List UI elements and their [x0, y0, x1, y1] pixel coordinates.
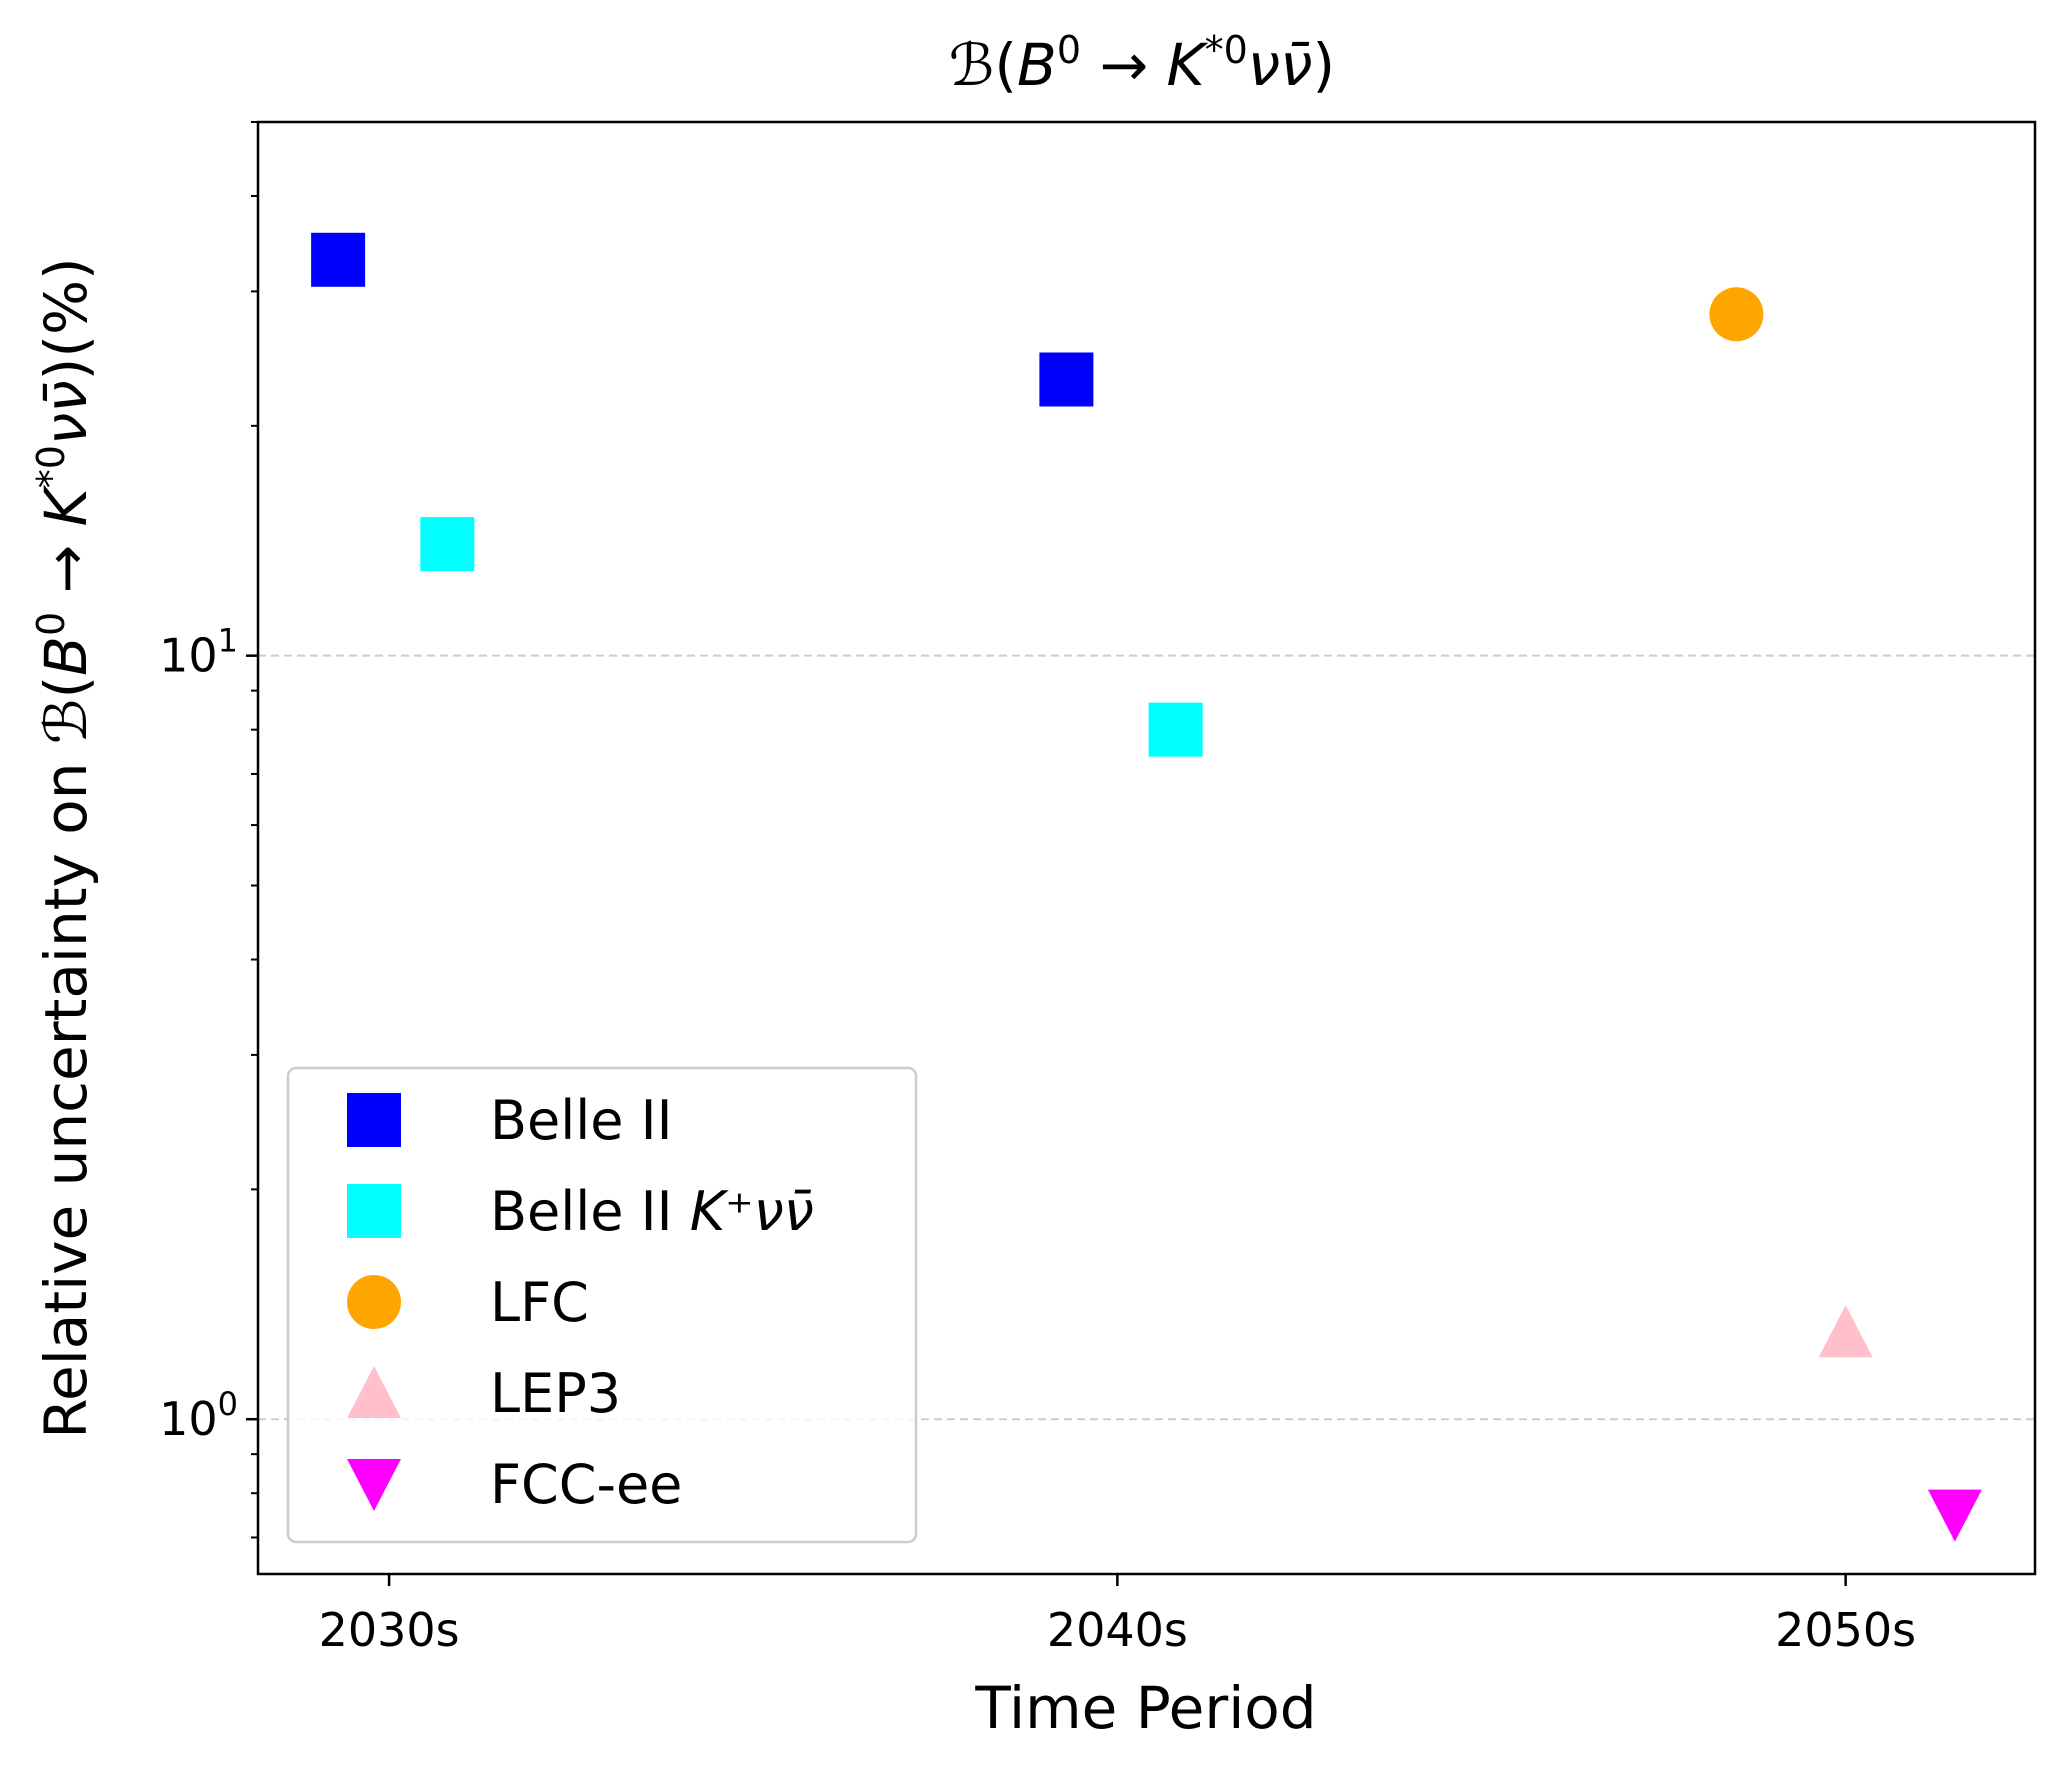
- legend-box: [286, 1066, 918, 1544]
- y-axis-label: Relative uncertainty on ℬ(B0 → K*0νν̄)(%…: [29, 257, 100, 1438]
- data-points: [311, 232, 1982, 1542]
- data-point-series1-0: [420, 517, 475, 572]
- x-axis-label: Time Period: [974, 1674, 1316, 1742]
- y-tick-label-1: 101: [159, 622, 238, 683]
- x-axis-ticks: 2030s 2040s 2050s: [319, 1574, 1916, 1657]
- data-point-series0-1: [1039, 352, 1094, 407]
- chart-title: ℬ(B0 → K*0νν̄): [949, 28, 1335, 99]
- y-axis-ticks: 100 101: [159, 121, 258, 1539]
- legend-marker-0: [347, 1093, 401, 1147]
- legend-marker-3: [347, 1366, 401, 1418]
- x-tick-label-2: 2050s: [1775, 1603, 1916, 1657]
- legend-label-2: LFC: [490, 1271, 589, 1334]
- x-tick-label-0: 2030s: [319, 1603, 460, 1657]
- legend-marker-2: [347, 1275, 401, 1329]
- legend-label-1: Belle II K⁺νν̄: [490, 1180, 814, 1243]
- x-tick-label-1: 2040s: [1047, 1603, 1188, 1657]
- data-point-series0-0: [311, 232, 366, 287]
- plot-area-frame: [256, 120, 2037, 1576]
- legend-label-4: FCC-ee: [490, 1453, 682, 1516]
- legend-marker-1: [347, 1184, 401, 1238]
- legend-marker-4: [347, 1459, 401, 1511]
- legend-label-0: Belle II: [490, 1089, 673, 1152]
- data-point-series3-0: [1818, 1305, 1873, 1358]
- data-point-series2-0: [1709, 287, 1764, 342]
- data-point-series1-1: [1148, 702, 1203, 757]
- legend-label-3: LEP3: [490, 1362, 621, 1425]
- y-tick-label-0: 100: [159, 1385, 238, 1446]
- legend: Belle II Belle II K⁺νν̄ LFC LEP3 FCC-ee: [286, 1066, 918, 1544]
- grid-lines: [258, 654, 2035, 1421]
- data-point-series4-0: [1927, 1489, 1982, 1542]
